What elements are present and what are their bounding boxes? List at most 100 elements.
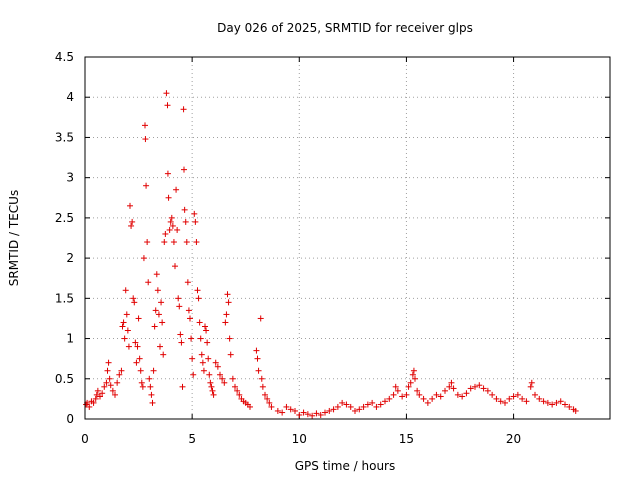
data-point xyxy=(450,385,457,392)
data-point xyxy=(519,395,526,402)
data-point xyxy=(132,339,139,346)
data-point xyxy=(193,239,200,246)
data-point xyxy=(489,391,496,398)
data-point xyxy=(566,403,573,410)
x-tick-label: 10 xyxy=(292,432,307,446)
data-point xyxy=(180,106,187,113)
data-point xyxy=(143,182,150,189)
data-point xyxy=(195,295,202,302)
data-point xyxy=(142,122,148,129)
data-point xyxy=(164,170,171,177)
data-point xyxy=(123,311,130,318)
data-point xyxy=(407,379,414,386)
data-point xyxy=(514,391,521,398)
x-axis-title: GPS time / hours xyxy=(295,459,396,473)
y-tick-label: 1 xyxy=(66,332,74,346)
data-point xyxy=(497,398,504,405)
data-point xyxy=(255,367,262,374)
data-point xyxy=(410,367,417,374)
data-point xyxy=(121,335,128,342)
data-point xyxy=(104,367,111,374)
data-point xyxy=(181,206,188,213)
data-point xyxy=(122,287,129,294)
data-point xyxy=(409,371,416,378)
data-point xyxy=(86,403,93,410)
data-point xyxy=(356,406,363,413)
data-point xyxy=(199,359,206,366)
data-point xyxy=(222,319,229,326)
data-point xyxy=(205,355,212,362)
data-point xyxy=(476,382,483,389)
data-point xyxy=(369,399,376,406)
y-axis-title: SRMTID / TECUs xyxy=(7,190,21,286)
data-point xyxy=(190,371,197,378)
data-point xyxy=(191,210,198,217)
data-point xyxy=(234,387,241,394)
data-point xyxy=(163,90,170,97)
data-point xyxy=(157,343,163,350)
data-point xyxy=(493,395,500,402)
data-point xyxy=(160,351,167,358)
y-tick-label: 0.5 xyxy=(55,372,74,386)
data-point xyxy=(392,383,399,390)
data-point xyxy=(322,409,328,416)
data-point xyxy=(377,401,384,408)
data-point xyxy=(189,355,196,362)
data-point xyxy=(223,311,230,318)
data-point xyxy=(167,218,174,225)
data-point xyxy=(549,401,556,408)
data-point xyxy=(229,375,236,382)
data-point xyxy=(212,359,219,366)
data-point xyxy=(170,239,177,246)
data-point xyxy=(296,411,303,418)
data-point xyxy=(146,375,153,382)
data-point xyxy=(97,393,103,400)
data-point xyxy=(227,351,234,358)
data-point xyxy=(178,339,185,346)
data-point xyxy=(226,335,233,342)
data-point xyxy=(198,351,205,358)
data-point xyxy=(149,399,156,406)
data-point xyxy=(175,295,182,302)
data-point xyxy=(138,379,145,386)
data-point xyxy=(124,327,131,334)
data-point xyxy=(109,387,116,394)
data-point xyxy=(210,391,217,398)
data-point xyxy=(161,239,168,246)
grid-layer xyxy=(85,57,610,419)
data-point xyxy=(463,390,470,397)
data-point xyxy=(553,399,560,406)
data-point xyxy=(196,319,203,326)
y-tick-label: 3.5 xyxy=(55,130,74,144)
data-point xyxy=(194,287,201,294)
data-point xyxy=(217,371,223,378)
data-point xyxy=(148,391,155,398)
data-point xyxy=(225,299,232,306)
data-point xyxy=(523,398,530,405)
data-point xyxy=(136,355,143,362)
data-point xyxy=(259,383,266,390)
data-point xyxy=(214,363,221,370)
data-point xyxy=(224,291,231,298)
y-axis-ticks: 0 0.5 1 1.5 2 2.5 3 3.5 4 4.5 xyxy=(55,50,610,426)
data-point xyxy=(274,407,281,414)
y-tick-label: 4 xyxy=(66,90,74,104)
data-point xyxy=(188,335,195,342)
data-point xyxy=(173,186,180,193)
data-point xyxy=(116,371,123,378)
data-point xyxy=(145,279,152,286)
data-point xyxy=(459,393,466,400)
data-point xyxy=(159,319,166,326)
data-point xyxy=(467,385,474,392)
data-point xyxy=(182,218,189,225)
data-point xyxy=(420,395,427,402)
data-point xyxy=(283,403,290,410)
data-point xyxy=(168,214,175,221)
data-point xyxy=(394,387,401,394)
data-point xyxy=(140,255,147,262)
data-point xyxy=(150,367,157,374)
data-point xyxy=(480,385,487,392)
data-point xyxy=(544,399,551,406)
data-point xyxy=(93,391,100,398)
